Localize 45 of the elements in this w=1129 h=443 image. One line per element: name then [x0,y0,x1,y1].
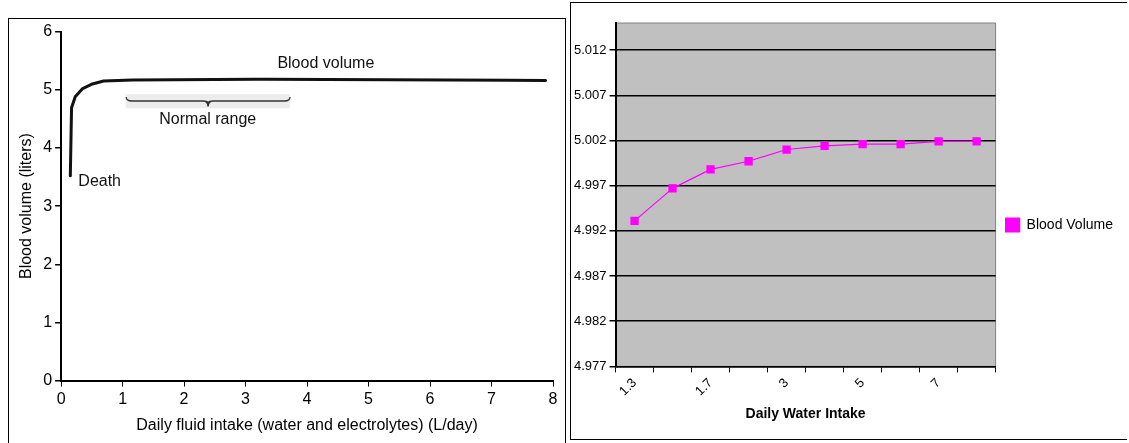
point [858,139,867,149]
point [630,216,639,226]
x-tick-label: 4 [302,389,312,407]
x-tick-label: 3 [241,389,251,407]
x-axis-title: Daily Water Intake [745,405,866,422]
y-tick-label: 1 [43,312,53,330]
point [706,165,715,174]
x-tick-label: 6 [425,389,435,407]
x-tick-label: 5 [851,374,868,391]
y-tick-label: 5.012 [573,41,607,57]
point [782,145,791,154]
x-tick-label: 0 [56,389,66,407]
x-tick-label: 5 [364,389,374,407]
point [972,137,981,146]
y-tick-label: 4.977 [573,357,607,373]
y-tick-label: 4.997 [573,177,607,193]
annotation: Death [78,172,122,190]
y-tick-label: 3 [43,196,53,214]
legend-label: Blood Volume [1026,215,1114,232]
point [668,184,677,193]
band-label: Normal range [159,109,257,127]
x-tick-label: 1.7 [691,374,716,399]
point [934,137,943,146]
point [820,141,829,151]
y-tick-label: 4.987 [573,267,607,283]
point [896,139,905,149]
x-tick-label: 7 [487,389,497,407]
x-axis-title: Daily fluid intake (water and electrolytes) (L/day) [136,415,478,433]
x-tick-label: 1.3 [615,374,640,399]
x-tick-label: 8 [548,389,558,407]
y-tick-label: 2 [43,254,53,272]
y-tick-label: 6 [43,22,53,40]
y-tick-label: 5.002 [573,132,607,148]
x-tick-label: 3 [775,374,792,391]
y-tick-label: 4 [43,138,53,156]
x-tick-label: 1 [118,389,128,407]
y-tick-label: 4.992 [573,222,607,238]
x-tick-label: 7 [927,374,944,391]
y-tick-label: 5 [43,80,53,98]
y-tick-label: 5.007 [573,86,607,102]
y-tick-label: 4.982 [573,312,607,328]
point [744,157,753,166]
series-label: Blood volume [277,53,375,71]
x-tick-label: 2 [179,389,189,407]
y-axis-title: Blood volume (liters) [17,133,35,280]
